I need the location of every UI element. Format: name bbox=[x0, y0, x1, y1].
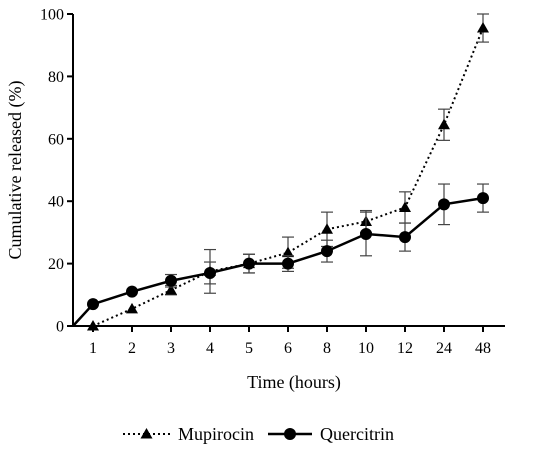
data-point-mupirocin bbox=[165, 284, 177, 295]
data-point-mupirocin bbox=[282, 246, 294, 258]
x-tick-label: 5 bbox=[245, 340, 253, 357]
x-axis-ticks: 1 2 3 4 5 6 8 10 12 24 48 bbox=[89, 326, 491, 357]
x-axis-label: Time (hours) bbox=[247, 372, 341, 393]
series-mupirocin bbox=[73, 13, 489, 331]
y-tick-label: 0 bbox=[56, 319, 64, 336]
data-point-mupirocin bbox=[438, 118, 450, 130]
x-tick-label: 3 bbox=[167, 340, 175, 357]
data-point-quercitrin bbox=[438, 198, 450, 211]
x-tick-label: 24 bbox=[436, 340, 452, 357]
data-point-mupirocin bbox=[126, 302, 138, 314]
data-point-quercitrin bbox=[321, 245, 333, 258]
legend-quercitrin-label: Quercitrin bbox=[320, 424, 394, 444]
series-layer bbox=[72, 13, 489, 331]
y-axis-ticks: 0 20 40 60 80 100 bbox=[40, 7, 73, 336]
y-tick-label: 80 bbox=[48, 69, 64, 86]
data-point-quercitrin bbox=[360, 227, 372, 240]
y-axis-label: Cumulative released (%) bbox=[5, 81, 26, 260]
data-point-quercitrin bbox=[87, 298, 99, 311]
legend-mupirocin-label: Mupirocin bbox=[178, 424, 254, 444]
legend-mupirocin-triangle-icon bbox=[140, 428, 153, 439]
data-point-quercitrin bbox=[165, 274, 177, 287]
data-point-mupirocin bbox=[399, 201, 411, 212]
data-point-quercitrin bbox=[477, 192, 489, 205]
x-tick-label: 1 bbox=[89, 340, 97, 357]
series-line-mupirocin bbox=[73, 27, 484, 327]
x-tick-label: 12 bbox=[397, 340, 413, 357]
data-point-quercitrin bbox=[282, 257, 294, 270]
x-tick-label: 8 bbox=[323, 340, 331, 357]
data-point-quercitrin bbox=[204, 266, 216, 279]
data-point-mupirocin bbox=[87, 320, 99, 331]
y-tick-label: 40 bbox=[48, 194, 64, 211]
x-tick-label: 2 bbox=[128, 340, 136, 357]
data-point-mupirocin bbox=[477, 22, 489, 33]
series-quercitrin bbox=[72, 183, 489, 327]
legend: Mupirocin Quercitrin bbox=[123, 424, 394, 444]
y-tick-label: 20 bbox=[48, 256, 64, 273]
y-tick-label: 60 bbox=[48, 131, 64, 148]
x-tick-label: 48 bbox=[475, 340, 491, 357]
data-point-quercitrin bbox=[243, 257, 255, 270]
x-tick-label: 6 bbox=[284, 340, 292, 357]
x-tick-label: 4 bbox=[206, 340, 214, 357]
series-line-quercitrin bbox=[72, 196, 484, 327]
y-tick-label: 100 bbox=[40, 7, 64, 24]
x-tick-label: 10 bbox=[358, 340, 374, 357]
data-point-quercitrin bbox=[126, 285, 138, 298]
data-point-quercitrin bbox=[399, 231, 411, 244]
data-point-mupirocin bbox=[321, 223, 333, 234]
legend-quercitrin-circle-icon bbox=[284, 428, 296, 440]
